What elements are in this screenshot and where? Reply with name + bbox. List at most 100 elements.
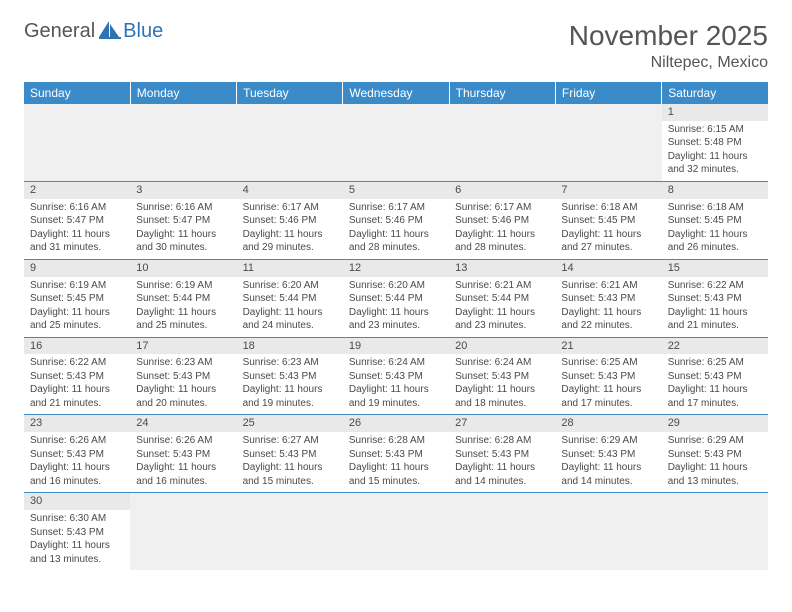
calendar-cell: 14Sunrise: 6:21 AMSunset: 5:43 PMDayligh… [555, 259, 661, 337]
calendar-cell: 3Sunrise: 6:16 AMSunset: 5:47 PMDaylight… [130, 181, 236, 259]
daylight-line: Daylight: 11 hours and 17 minutes. [561, 383, 655, 410]
sunset-line: Sunset: 5:43 PM [136, 370, 230, 384]
calendar-cell [662, 493, 768, 570]
day-number: 15 [662, 260, 768, 277]
sunrise-line: Sunrise: 6:17 AM [243, 201, 337, 215]
calendar-cell [449, 104, 555, 181]
month-title: November 2025 [569, 20, 768, 52]
calendar-cell: 7Sunrise: 6:18 AMSunset: 5:45 PMDaylight… [555, 181, 661, 259]
calendar-cell: 15Sunrise: 6:22 AMSunset: 5:43 PMDayligh… [662, 259, 768, 337]
day-number: 24 [130, 415, 236, 432]
daylight-line: Daylight: 11 hours and 26 minutes. [668, 228, 762, 255]
calendar-cell: 10Sunrise: 6:19 AMSunset: 5:44 PMDayligh… [130, 259, 236, 337]
day-number: 4 [237, 182, 343, 199]
calendar-cell: 6Sunrise: 6:17 AMSunset: 5:46 PMDaylight… [449, 181, 555, 259]
logo: General Blue [24, 20, 163, 43]
header: General Blue November 2025 Niltepec, Mex… [24, 20, 768, 72]
calendar-cell: 20Sunrise: 6:24 AMSunset: 5:43 PMDayligh… [449, 337, 555, 415]
calendar-week-row: 9Sunrise: 6:19 AMSunset: 5:45 PMDaylight… [24, 259, 768, 337]
sunrise-line: Sunrise: 6:22 AM [30, 356, 124, 370]
sunset-line: Sunset: 5:47 PM [136, 214, 230, 228]
weekday-header-row: SundayMondayTuesdayWednesdayThursdayFrid… [24, 82, 768, 104]
calendar-cell: 12Sunrise: 6:20 AMSunset: 5:44 PMDayligh… [343, 259, 449, 337]
weekday-header: Tuesday [237, 82, 343, 104]
sunrise-line: Sunrise: 6:24 AM [349, 356, 443, 370]
calendar-cell: 16Sunrise: 6:22 AMSunset: 5:43 PMDayligh… [24, 337, 130, 415]
sunrise-line: Sunrise: 6:27 AM [243, 434, 337, 448]
day-number: 19 [343, 338, 449, 355]
calendar-cell: 24Sunrise: 6:26 AMSunset: 5:43 PMDayligh… [130, 415, 236, 493]
sunrise-line: Sunrise: 6:23 AM [136, 356, 230, 370]
sunrise-line: Sunrise: 6:26 AM [30, 434, 124, 448]
daylight-line: Daylight: 11 hours and 15 minutes. [349, 461, 443, 488]
calendar-table: SundayMondayTuesdayWednesdayThursdayFrid… [24, 82, 768, 570]
day-number: 20 [449, 338, 555, 355]
day-number: 13 [449, 260, 555, 277]
sunset-line: Sunset: 5:47 PM [30, 214, 124, 228]
sunrise-line: Sunrise: 6:17 AM [455, 201, 549, 215]
sunrise-line: Sunrise: 6:15 AM [668, 123, 762, 137]
day-number: 30 [24, 493, 130, 510]
day-number: 16 [24, 338, 130, 355]
daylight-line: Daylight: 11 hours and 17 minutes. [668, 383, 762, 410]
day-number: 25 [237, 415, 343, 432]
daylight-line: Daylight: 11 hours and 19 minutes. [243, 383, 337, 410]
sunset-line: Sunset: 5:44 PM [455, 292, 549, 306]
sunrise-line: Sunrise: 6:16 AM [30, 201, 124, 215]
daylight-line: Daylight: 11 hours and 21 minutes. [30, 383, 124, 410]
daylight-line: Daylight: 11 hours and 31 minutes. [30, 228, 124, 255]
calendar-week-row: 2Sunrise: 6:16 AMSunset: 5:47 PMDaylight… [24, 181, 768, 259]
weekday-header: Wednesday [343, 82, 449, 104]
sunrise-line: Sunrise: 6:26 AM [136, 434, 230, 448]
logo-text-blue: Blue [123, 20, 163, 43]
day-number: 28 [555, 415, 661, 432]
sunrise-line: Sunrise: 6:28 AM [455, 434, 549, 448]
sunset-line: Sunset: 5:43 PM [243, 448, 337, 462]
calendar-cell [343, 493, 449, 570]
day-number: 2 [24, 182, 130, 199]
daylight-line: Daylight: 11 hours and 21 minutes. [668, 306, 762, 333]
daylight-line: Daylight: 11 hours and 28 minutes. [455, 228, 549, 255]
sunset-line: Sunset: 5:44 PM [243, 292, 337, 306]
calendar-cell: 19Sunrise: 6:24 AMSunset: 5:43 PMDayligh… [343, 337, 449, 415]
calendar-cell [24, 104, 130, 181]
sunset-line: Sunset: 5:44 PM [349, 292, 443, 306]
day-number: 18 [237, 338, 343, 355]
calendar-cell: 26Sunrise: 6:28 AMSunset: 5:43 PMDayligh… [343, 415, 449, 493]
calendar-cell: 29Sunrise: 6:29 AMSunset: 5:43 PMDayligh… [662, 415, 768, 493]
sunset-line: Sunset: 5:43 PM [30, 370, 124, 384]
day-number: 10 [130, 260, 236, 277]
sunrise-line: Sunrise: 6:20 AM [243, 279, 337, 293]
sunset-line: Sunset: 5:43 PM [30, 526, 124, 540]
calendar-cell: 22Sunrise: 6:25 AMSunset: 5:43 PMDayligh… [662, 337, 768, 415]
day-number: 26 [343, 415, 449, 432]
sunset-line: Sunset: 5:43 PM [30, 448, 124, 462]
sunrise-line: Sunrise: 6:18 AM [668, 201, 762, 215]
daylight-line: Daylight: 11 hours and 30 minutes. [136, 228, 230, 255]
sunrise-line: Sunrise: 6:21 AM [561, 279, 655, 293]
sunset-line: Sunset: 5:44 PM [136, 292, 230, 306]
calendar-cell: 27Sunrise: 6:28 AMSunset: 5:43 PMDayligh… [449, 415, 555, 493]
page-root: General Blue November 2025 Niltepec, Mex… [0, 0, 792, 590]
daylight-line: Daylight: 11 hours and 16 minutes. [136, 461, 230, 488]
sunrise-line: Sunrise: 6:29 AM [561, 434, 655, 448]
sunrise-line: Sunrise: 6:29 AM [668, 434, 762, 448]
sunrise-line: Sunrise: 6:19 AM [136, 279, 230, 293]
sunrise-line: Sunrise: 6:21 AM [455, 279, 549, 293]
day-number: 3 [130, 182, 236, 199]
calendar-cell: 23Sunrise: 6:26 AMSunset: 5:43 PMDayligh… [24, 415, 130, 493]
calendar-cell: 1Sunrise: 6:15 AMSunset: 5:48 PMDaylight… [662, 104, 768, 181]
sunset-line: Sunset: 5:43 PM [349, 448, 443, 462]
sunset-line: Sunset: 5:43 PM [561, 370, 655, 384]
daylight-line: Daylight: 11 hours and 32 minutes. [668, 150, 762, 177]
calendar-cell: 28Sunrise: 6:29 AMSunset: 5:43 PMDayligh… [555, 415, 661, 493]
sunset-line: Sunset: 5:45 PM [561, 214, 655, 228]
daylight-line: Daylight: 11 hours and 16 minutes. [30, 461, 124, 488]
sunset-line: Sunset: 5:43 PM [561, 292, 655, 306]
calendar-week-row: 1Sunrise: 6:15 AMSunset: 5:48 PMDaylight… [24, 104, 768, 181]
sunrise-line: Sunrise: 6:25 AM [668, 356, 762, 370]
sunrise-line: Sunrise: 6:25 AM [561, 356, 655, 370]
sunset-line: Sunset: 5:46 PM [349, 214, 443, 228]
daylight-line: Daylight: 11 hours and 25 minutes. [30, 306, 124, 333]
calendar-cell [555, 104, 661, 181]
